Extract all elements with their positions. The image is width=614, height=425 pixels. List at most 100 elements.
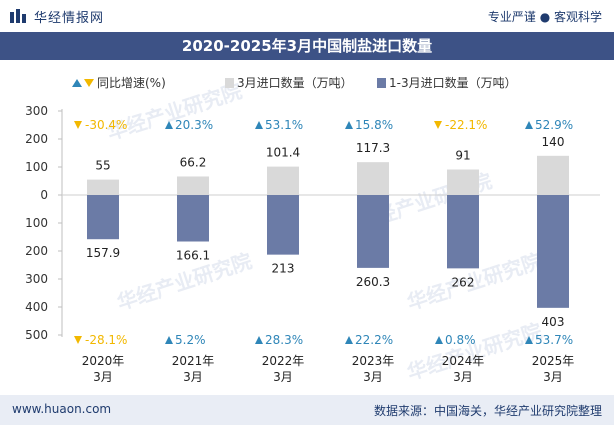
- x-tick-label-line: 3月: [93, 370, 113, 384]
- bar-march-value: 117.3: [356, 141, 390, 155]
- triangle-up-icon: [345, 121, 353, 129]
- x-tick-label: 2021年 3月: [172, 354, 215, 384]
- y-tick-label: 0: [40, 188, 48, 202]
- footer-source: 数据来源：中国海关，华经产业研究院整理: [373, 404, 602, 418]
- x-tick-label: 2020年 3月: [82, 354, 125, 384]
- triangle-up-icon: [255, 336, 263, 344]
- x-tick-label: 2024年 3月: [442, 354, 485, 384]
- y-tick-label: 200: [25, 132, 48, 146]
- growth-cumulative-label: 5.2%: [175, 333, 206, 347]
- x-tick-label: 2025年 3月: [532, 354, 575, 384]
- chart-title: 2020-2025年3月中国制盐进口数量: [181, 37, 433, 55]
- legend-cumulative: 1-3月进口数量（万吨）: [377, 75, 517, 90]
- bar-cumulative-value: 260.3: [356, 275, 390, 289]
- bar-cumulative: [87, 195, 119, 240]
- triangle-up-icon: [165, 121, 173, 129]
- footer-bar: www.huaon.com 数据来源：中国海关，华经产业研究院整理: [0, 395, 614, 425]
- bar-cumulative-value: 166.1: [176, 249, 210, 263]
- y-tick-label: 300: [25, 104, 48, 118]
- triangle-up-icon: [255, 121, 263, 129]
- triangle-up-icon: [525, 121, 533, 129]
- triangle-up-icon: [435, 336, 443, 344]
- bar-march: [357, 162, 389, 195]
- growth-march-label: -22.1%: [445, 118, 487, 132]
- legend-growth: 同比增速(%): [72, 76, 166, 90]
- bar-cumulative-value: 403: [542, 315, 565, 329]
- triangle-up-icon: [345, 336, 353, 344]
- watermark-text: 华经产业研究院: [404, 319, 545, 385]
- y-tick-label: 300: [25, 272, 48, 286]
- x-tick-label-line: 2020年: [82, 354, 125, 368]
- bar-cumulative-value: 157.9: [86, 246, 120, 260]
- y-tick-label: 400: [25, 300, 48, 314]
- bar-march-value: 66.2: [180, 155, 207, 169]
- growth-cumulative-label: 22.2%: [355, 333, 393, 347]
- legend-cumulative-swatch: [377, 78, 386, 88]
- x-tick-label-line: 3月: [183, 370, 203, 384]
- x-tick-label-line: 3月: [273, 370, 293, 384]
- bar-march-value: 101.4: [266, 146, 300, 160]
- bar-march-value: 55: [95, 159, 110, 173]
- tagline: 专业严谨 ● 客观科学: [487, 10, 602, 24]
- triangle-up-icon: [72, 79, 82, 87]
- header-bar: 华经情报网 专业严谨 ● 客观科学: [0, 0, 614, 32]
- bar-cumulative: [537, 195, 569, 308]
- labels-layer: 55 157.9 -30.4% -28.1% 2020年 3月 66.2 166.1 20.3%…: [74, 118, 574, 384]
- y-axis: 300 200 100 0 100 200 300 400 500: [25, 104, 600, 342]
- y-tick-label: 100: [25, 216, 48, 230]
- growth-march-label: 53.1%: [265, 118, 303, 132]
- legend-march-swatch: [225, 78, 234, 88]
- y-tick-label: 500: [25, 328, 48, 342]
- x-tick-label: 2023年 3月: [352, 354, 395, 384]
- bar-march-value: 140: [542, 135, 565, 149]
- legend: 同比增速(%) 3月进口数量（万吨） 1-3月进口数量（万吨）: [72, 75, 517, 90]
- y-tick-label: 100: [25, 160, 48, 174]
- legend-cumulative-label: 1-3月进口数量（万吨）: [389, 75, 517, 90]
- legend-growth-label: 同比增速(%): [97, 76, 166, 90]
- growth-march-label: 52.9%: [535, 118, 573, 132]
- growth-march-label: 15.8%: [355, 118, 393, 132]
- bar-march: [267, 166, 299, 195]
- bar-cumulative-value: 262: [452, 275, 475, 289]
- bars-layer: [87, 155, 569, 308]
- y-tick-label: 200: [25, 244, 48, 258]
- growth-cumulative-label: 28.3%: [265, 333, 303, 347]
- bar-cumulative: [177, 195, 209, 242]
- growth-cumulative-label: -28.1%: [85, 333, 127, 347]
- triangle-down-icon: [74, 336, 82, 344]
- x-tick-label-line: 3月: [453, 370, 473, 384]
- brand-name: 华经情报网: [34, 10, 105, 26]
- bar-march: [537, 155, 569, 195]
- x-tick-label-line: 2021年: [172, 354, 215, 368]
- triangle-up-icon: [525, 336, 533, 344]
- x-tick-label-line: 2025年: [532, 354, 575, 368]
- brand-logo[interactable]: 华经情报网: [10, 8, 105, 26]
- growth-cumulative-label: 53.7%: [535, 333, 573, 347]
- legend-march-label: 3月进口数量（万吨）: [237, 75, 353, 90]
- growth-cumulative-label: 0.8%: [445, 333, 476, 347]
- bar-march-value: 91: [455, 149, 470, 163]
- bar-march: [87, 179, 119, 195]
- x-tick-label-line: 2024年: [442, 354, 485, 368]
- legend-march: 3月进口数量（万吨）: [225, 75, 353, 90]
- triangle-down-icon: [74, 121, 82, 129]
- x-tick-label-line: 2023年: [352, 354, 395, 368]
- footer-site-link[interactable]: www.huaon.com: [12, 402, 112, 416]
- x-tick-label-line: 3月: [543, 370, 563, 384]
- triangle-down-icon: [84, 79, 94, 87]
- triangle-up-icon: [165, 336, 173, 344]
- growth-march-label: 20.3%: [175, 118, 213, 132]
- title-bar: 2020-2025年3月中国制盐进口数量: [0, 32, 614, 60]
- bar-cumulative-value: 213: [272, 262, 295, 276]
- bar-cumulative: [447, 195, 479, 269]
- bar-march: [447, 169, 479, 195]
- bar-cumulative: [267, 195, 299, 255]
- bar-cumulative: [357, 195, 389, 268]
- triangle-down-icon: [434, 121, 442, 129]
- growth-march-label: -30.4%: [85, 118, 127, 132]
- x-tick-label: 2022年 3月: [262, 354, 305, 384]
- x-tick-label-line: 2022年: [262, 354, 305, 368]
- bar-march: [177, 176, 209, 195]
- x-tick-label-line: 3月: [363, 370, 383, 384]
